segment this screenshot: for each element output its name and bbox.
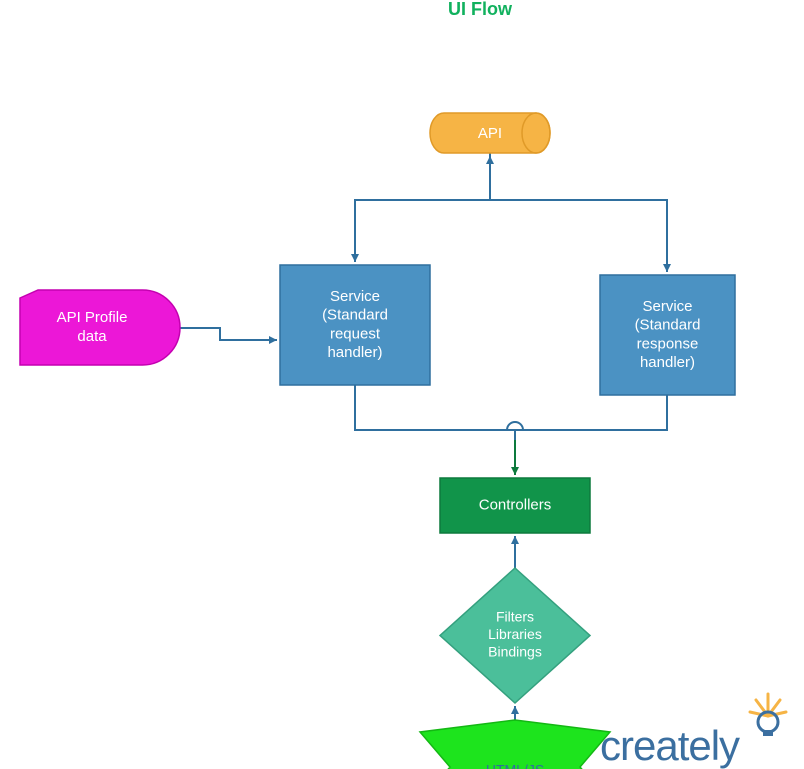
node-text: handler) [327,344,382,361]
diagram-title: UI Flow [448,0,513,19]
node-text: Service [330,288,380,305]
bulb-icon [750,694,786,736]
node-text: data [77,328,107,345]
watermark-logo: creately [600,722,740,769]
node-text: API Profile [57,309,128,326]
node-text: Libraries [488,626,542,642]
node-text: API [478,125,502,142]
edge [490,200,667,272]
node-text: HTML/JS [486,762,544,769]
node-text: (Standard [322,307,388,324]
node-text: Controllers [479,496,552,513]
node-text: (Standard [635,317,701,334]
node-text: Filters [496,609,534,625]
node-text: Service [642,298,692,315]
node-text: response [637,335,699,352]
node-text: request [330,325,381,342]
edge [180,328,277,340]
edge [515,395,667,430]
edge [355,385,515,430]
edge [355,153,490,262]
node-text: Bindings [488,644,542,660]
node-text: handler) [640,354,695,371]
